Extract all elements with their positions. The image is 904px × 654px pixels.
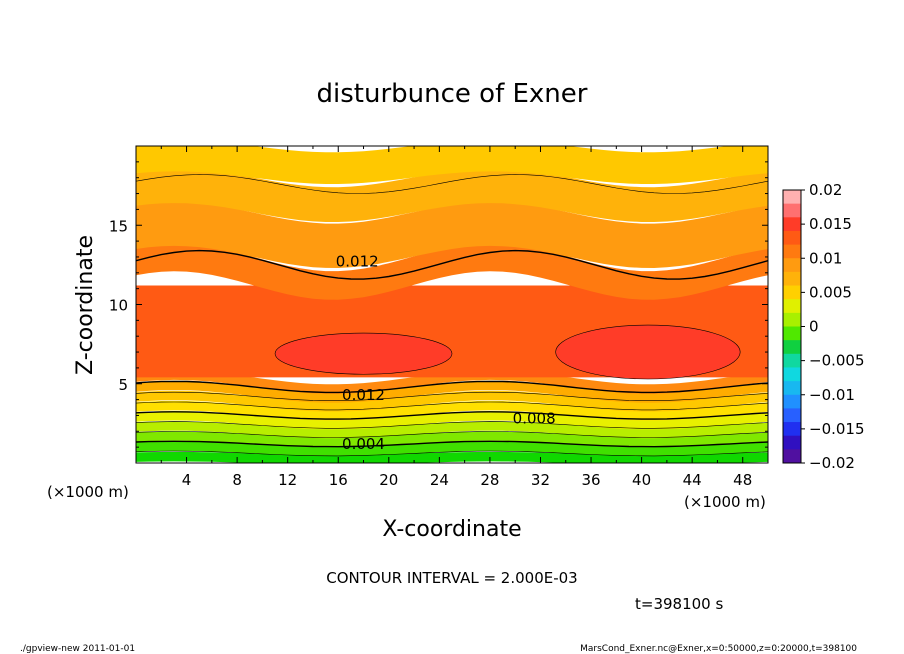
colorbar-segment (783, 367, 801, 382)
colorbar-tick-label: −0.015 (809, 420, 865, 438)
x-unit-label-left: (×1000 m) (47, 483, 129, 501)
colorbar-segment (783, 217, 801, 232)
colorbar-segment (783, 312, 801, 327)
colorbar-tick-label: 0.005 (809, 283, 852, 301)
contour-band (136, 370, 768, 394)
x-tick-label: 8 (232, 471, 242, 489)
colorbar-segment (783, 230, 801, 246)
colorbar-segment (783, 449, 801, 464)
y-tick-label: 10 (109, 297, 128, 315)
contour-line (136, 391, 768, 401)
contour-core (274, 332, 453, 375)
contour-band (136, 400, 768, 421)
y-axis-ticks: 5 10 15 (109, 161, 768, 448)
colorbar-segment (783, 408, 801, 423)
colorbar-segment (783, 381, 801, 396)
x-tick-label: 24 (430, 471, 449, 489)
contour-line (136, 401, 768, 411)
colorbar (782, 189, 802, 464)
contour-band (136, 242, 768, 300)
contour-fill (136, 146, 768, 463)
contour-lines (136, 174, 768, 457)
y-axis-title: Z-coordinate (73, 235, 98, 375)
colorbar-segment (783, 285, 801, 300)
colorbar-segment (783, 190, 801, 205)
colorbar-segment (783, 299, 801, 314)
colorbar-tick-label: 0.02 (809, 181, 842, 199)
footer-right: MarsCond_Exner.nc@Exner,x=0:50000,z=0:20… (580, 644, 857, 654)
x-tick-label: 32 (531, 471, 550, 489)
contour-band (136, 421, 768, 439)
colorbar-segment (783, 326, 801, 341)
x-tick-label: 40 (632, 471, 651, 489)
x-tick-label: 48 (733, 471, 752, 489)
colorbar-segment (783, 394, 801, 409)
contour-line (136, 249, 768, 280)
contour-interval-text: CONTOUR INTERVAL = 2.000E-03 (326, 569, 577, 587)
contour-band (136, 411, 768, 430)
colorbar-tick-label: −0.005 (809, 352, 865, 370)
footer-left: ./gpview-new 2011-01-01 (20, 644, 135, 654)
colorbar-tick-label: 0 (809, 318, 819, 336)
contour-band (136, 441, 768, 456)
colorbar-segment (783, 353, 801, 368)
colorbar-segment (783, 435, 801, 450)
contour-label: 0.012 (336, 253, 379, 271)
x-tick-label: 44 (683, 471, 702, 489)
contour-band (136, 168, 768, 222)
contour-line (136, 440, 768, 448)
colorbar-segment (783, 422, 801, 437)
x-axis-ticks: 4 8 12 16 20 24 28 32 36 40 44 48 (160, 146, 752, 489)
x-axis-title: X-coordinate (382, 517, 521, 542)
contour-line (136, 431, 768, 438)
contour-band (136, 380, 768, 403)
colorbar-labels: 0.02 0.015 0.01 0.005 0 −0.005 −0.01 −0.015 −0.0… (801, 181, 865, 472)
contour-line (136, 174, 768, 194)
contour-label: 0.004 (342, 435, 385, 453)
y-tick-label: 5 (118, 376, 128, 394)
x-tick-label: 4 (182, 471, 192, 489)
colorbar-tick-label: −0.01 (809, 386, 855, 404)
colorbar-segment (783, 258, 801, 273)
y-tick-label: 15 (109, 217, 128, 235)
chart-title: disturbunce of Exner (317, 79, 588, 109)
contour-band (136, 201, 768, 268)
contour-line (136, 421, 768, 429)
contour-band (136, 390, 768, 412)
colorbar-tick-label: 0.01 (809, 249, 842, 267)
contour-band (136, 146, 768, 184)
contour-core (555, 324, 741, 380)
contour-line (136, 411, 768, 420)
colorbar-segment (783, 271, 801, 287)
x-tick-label: 20 (379, 471, 398, 489)
colorbar-tick-label: 0.015 (809, 215, 852, 233)
colorbar-segment (783, 340, 801, 355)
plot-area (136, 146, 768, 463)
x-tick-label: 12 (278, 471, 297, 489)
time-text: t=398100 s (635, 595, 723, 613)
contour-line (136, 450, 768, 457)
colorbar-segment (783, 203, 801, 218)
contour-label: 0.012 (342, 386, 385, 404)
colorbar-tick-label: −0.02 (809, 454, 855, 472)
x-tick-label: 28 (480, 471, 499, 489)
colorbar-segment (783, 244, 801, 259)
x-unit-label-right: (×1000 m) (684, 493, 766, 511)
x-tick-label: 36 (581, 471, 600, 489)
contour-labels: 0.012 0.012 0.008 0.004 (336, 253, 556, 453)
contour-line (136, 380, 768, 394)
contour-band (136, 431, 768, 448)
contour-label: 0.008 (513, 410, 556, 428)
x-tick-label: 16 (329, 471, 348, 489)
